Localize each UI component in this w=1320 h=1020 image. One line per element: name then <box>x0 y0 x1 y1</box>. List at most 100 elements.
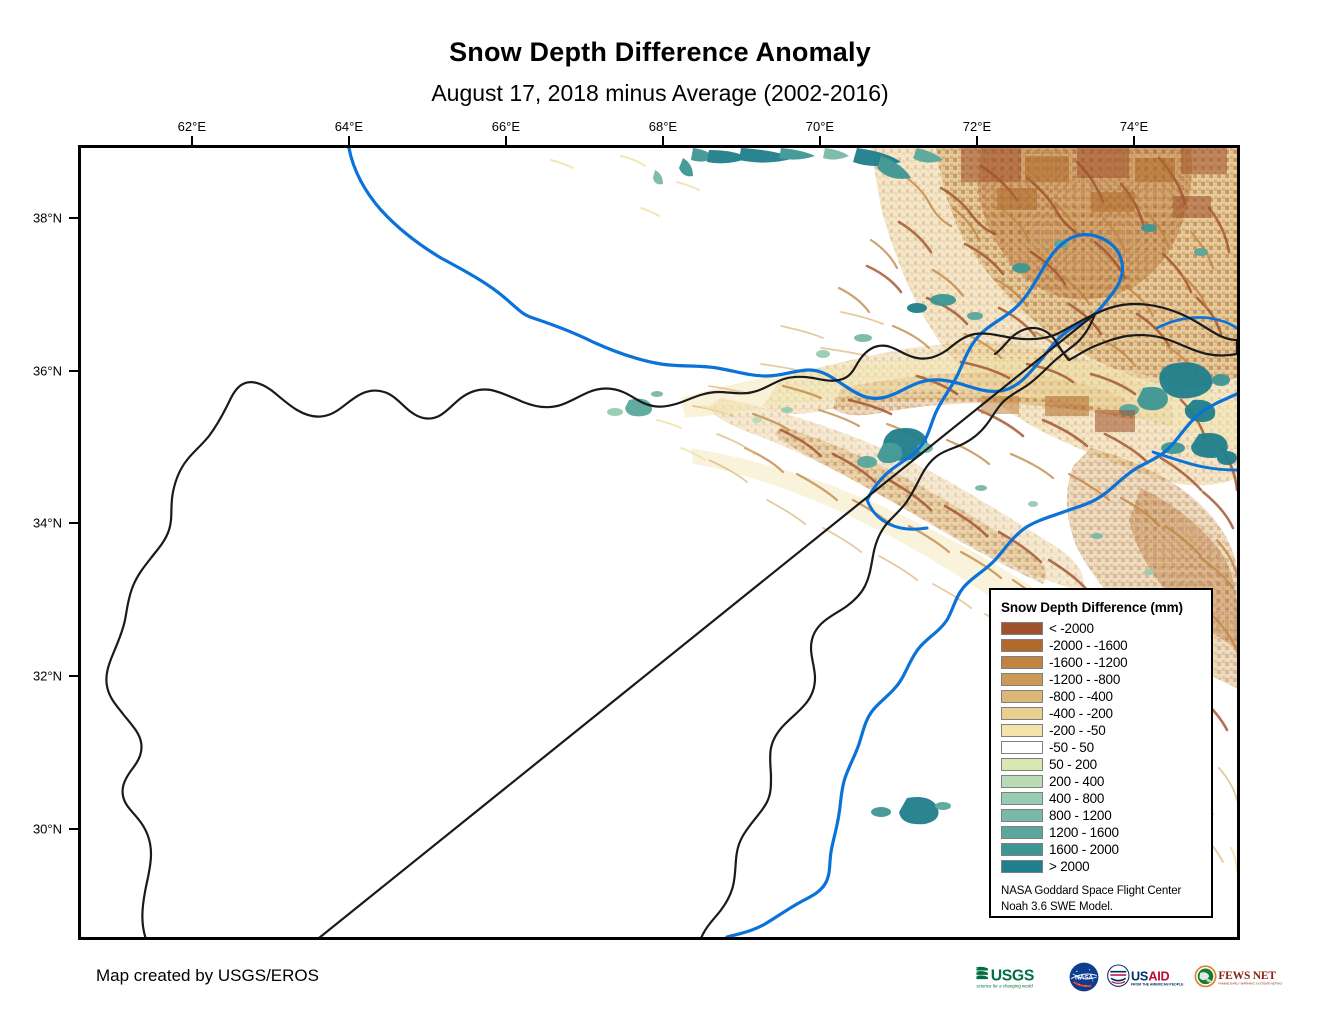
svg-text:NASA: NASA <box>1075 974 1093 981</box>
legend-swatch <box>1001 672 1043 687</box>
x-axis-tick-label: 72°E <box>962 119 992 134</box>
logo-bar: USGS science for a changing world NASA <box>975 957 1282 997</box>
legend-label: 1600 - 2000 <box>1049 842 1119 857</box>
legend-row: -800 - -400 <box>1001 688 1211 705</box>
legend-label: -2000 - -1600 <box>1049 638 1128 653</box>
legend-label: -1600 - -1200 <box>1049 655 1128 670</box>
legend-label: -400 - -200 <box>1049 706 1113 721</box>
legend-row: 800 - 1200 <box>1001 807 1211 824</box>
y-axis-tick-label: 36°N <box>32 363 62 378</box>
y-axis-tick-label: 32°N <box>32 668 62 684</box>
legend-row: 50 - 200 <box>1001 756 1211 773</box>
x-axis-tick <box>190 136 193 145</box>
legend-title: Snow Depth Difference (mm) <box>1001 600 1183 615</box>
legend-swatch <box>1001 706 1043 721</box>
x-axis-tick-label: 66°E <box>491 119 521 134</box>
legend-swatch <box>1001 621 1043 636</box>
legend-label: 200 - 400 <box>1049 774 1105 789</box>
country-border-wakhan-north <box>993 326 1071 362</box>
svg-text:AID: AID <box>1148 969 1169 983</box>
river-indus <box>725 392 1237 937</box>
legend-swatch <box>1001 774 1043 789</box>
legend-row: -400 - -200 <box>1001 705 1211 722</box>
legend-row: -200 - -50 <box>1001 722 1211 739</box>
legend-row: 1200 - 1600 <box>1001 824 1211 841</box>
legend-swatch <box>1001 723 1043 738</box>
page-title: Snow Depth Difference Anomaly <box>449 37 871 67</box>
svg-text:FAMINE EARLY WARNING SYSTEMS N: FAMINE EARLY WARNING SYSTEMS NETWORK <box>1218 981 1282 985</box>
legend-source-line2: Noah 3.6 SWE Model. <box>1001 900 1113 913</box>
legend-label: -800 - -400 <box>1049 689 1113 704</box>
x-axis-tick-label: 62°E <box>177 119 207 134</box>
legend-source-note: NASA Goddard Space Flight Center Noah 3.… <box>1001 884 1211 915</box>
y-axis-tick <box>69 522 78 525</box>
legend-label: 400 - 800 <box>1049 791 1105 806</box>
legend-label: -50 - 50 <box>1049 740 1094 755</box>
x-axis-tick <box>661 136 664 145</box>
legend-label: < -2000 <box>1049 621 1094 636</box>
y-axis-tick-label: 34°N <box>32 515 62 531</box>
legend-row: 400 - 800 <box>1001 790 1211 807</box>
svg-text:US: US <box>1131 969 1148 983</box>
x-axis-tick-label: 64°E <box>334 119 364 134</box>
usaid-logo: US AID FROM THE AMERICAN PEOPLE <box>1107 964 1184 987</box>
legend-swatch <box>1001 655 1043 670</box>
y-axis-tick <box>69 828 78 831</box>
svg-text:FROM THE AMERICAN PEOPLE: FROM THE AMERICAN PEOPLE <box>1131 983 1184 987</box>
map-canvas[interactable] <box>78 145 1240 940</box>
nasa-logo: NASA <box>1069 962 1099 992</box>
legend-label: 1200 - 1600 <box>1049 825 1119 840</box>
legend-label: 50 - 200 <box>1049 757 1097 772</box>
legend-row: -1200 - -800 <box>1001 671 1211 688</box>
river-ne-stub <box>1155 316 1237 330</box>
title-block: Snow Depth Difference Anomaly August 17,… <box>0 37 1320 106</box>
y-axis-tick <box>69 369 78 372</box>
legend-panel[interactable]: Snow Depth Difference (mm) < -2000 -2000 … <box>989 588 1213 918</box>
map-graphic <box>81 148 1237 937</box>
y-axis-tick <box>69 216 78 219</box>
country-border-afghanistan-south <box>318 312 1097 937</box>
legend-swatch <box>1001 757 1043 772</box>
legend-swatch <box>1001 689 1043 704</box>
x-axis-tick <box>504 136 507 145</box>
legend-row: < -2000 <box>1001 620 1211 637</box>
legend-swatch <box>1001 740 1043 755</box>
y-axis-tick-label: 38°N <box>32 210 62 226</box>
y-axis-tick <box>69 675 78 678</box>
usgs-logo: USGS science for a changing world <box>975 966 1034 989</box>
legend-swatch <box>1001 842 1043 857</box>
legend-source-line1: NASA Goddard Space Flight Center <box>1001 885 1182 897</box>
legend-row: -50 - 50 <box>1001 739 1211 756</box>
legend-label: 800 - 1200 <box>1049 808 1112 823</box>
legend-label: > 2000 <box>1049 859 1090 874</box>
legend-row: 200 - 400 <box>1001 773 1211 790</box>
x-axis-tick <box>1133 136 1135 145</box>
legend-class-list: < -2000 -2000 - -1600 -1600 - -1200 -1200 -… <box>991 620 1211 875</box>
legend-row: -1600 - -1200 <box>1001 654 1211 671</box>
legend-swatch <box>1001 808 1043 823</box>
x-axis-tick <box>975 136 978 145</box>
river-amu-darya <box>347 148 1101 400</box>
legend-label: -200 - -50 <box>1049 723 1106 738</box>
y-axis-tick-label: 30°N <box>32 821 62 837</box>
x-axis-tick-label: 70°E <box>805 119 835 134</box>
svg-text:FEWS NET: FEWS NET <box>1218 970 1276 982</box>
x-axis-tick-label: 68°E <box>648 119 678 134</box>
legend-row: -2000 - -1600 <box>1001 637 1211 654</box>
river-panj-loop <box>865 233 1125 502</box>
legend-row: > 2000 <box>1001 858 1211 875</box>
x-axis-tick <box>347 136 350 145</box>
country-border-afghanistan <box>105 312 1097 937</box>
legend-swatch <box>1001 791 1043 806</box>
fewsnet-logo: FEWS NET FAMINE EARLY WARNING SYSTEMS NE… <box>1194 965 1282 988</box>
x-axis-tick <box>818 136 821 145</box>
river-jhelum <box>1151 450 1237 472</box>
svg-text:science for a changing world: science for a changing world <box>976 984 1033 989</box>
page-subtitle: August 17, 2018 minus Average (2002-2016… <box>431 79 889 106</box>
country-border-wakhan-corridor <box>1067 302 1237 362</box>
legend-swatch <box>1001 859 1043 874</box>
svg-text:USGS: USGS <box>991 968 1034 985</box>
x-axis-tick-label: 74°E <box>1119 119 1149 134</box>
legend-swatch <box>1001 638 1043 653</box>
